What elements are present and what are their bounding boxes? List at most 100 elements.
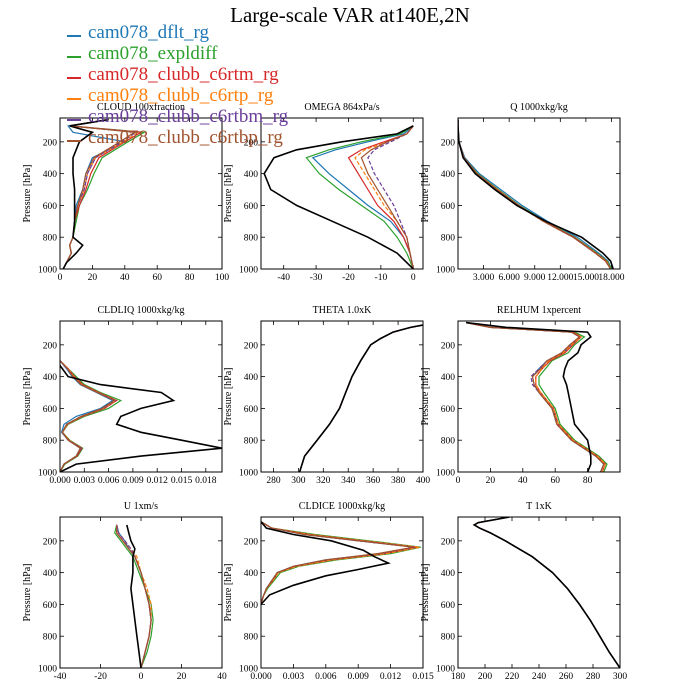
legend-swatch <box>67 35 81 37</box>
plot-frame <box>59 117 223 270</box>
y-tick-label: 400 <box>441 373 456 383</box>
series-line <box>261 521 391 605</box>
y-tick-label: 200 <box>244 537 259 547</box>
legend-label: cam078_clubb_c6rtbp_rg <box>88 127 283 148</box>
y-tick-label: 600 <box>43 601 58 611</box>
y-tick-label: 800 <box>244 437 259 447</box>
y-tick-label: 400 <box>244 373 259 383</box>
series-line <box>261 521 418 605</box>
x-tick-label: 60 <box>550 476 560 486</box>
x-tick-label: 260 <box>559 672 574 682</box>
panel-title: CLOUD 100xfraction <box>97 102 185 113</box>
series-line <box>465 322 605 472</box>
x-tick-label: 0 <box>456 476 461 486</box>
y-tick-label: 200 <box>441 138 456 148</box>
series-line <box>62 118 109 269</box>
x-tick-label: 0 <box>139 672 144 682</box>
x-tick-label: 20 <box>177 672 187 682</box>
series-line <box>261 521 421 605</box>
series-line <box>298 324 423 472</box>
x-tick-label: 0.015 <box>171 476 193 486</box>
panel-title: CLDICE 1000xkg/kg <box>299 501 385 512</box>
series-line <box>466 321 592 472</box>
series-line <box>472 517 620 668</box>
x-tick-label: 240 <box>532 672 547 682</box>
y-tick-label: 800 <box>43 437 58 447</box>
panel-title: U 1xm/s <box>124 501 158 512</box>
y-tick-label: 1000 <box>436 665 455 675</box>
series-line <box>261 521 414 605</box>
series-line <box>126 524 142 668</box>
x-tick-label: 0.012 <box>147 476 169 486</box>
y-tick-label: 600 <box>441 601 456 611</box>
y-tick-label: 400 <box>244 170 259 180</box>
x-tick-label: 0.000 <box>49 476 71 486</box>
y-tick-label: 1000 <box>38 469 57 479</box>
x-tick-label: 280 <box>586 672 601 682</box>
x-tick-label: 80 <box>185 273 195 283</box>
series-line <box>263 125 414 269</box>
y-tick-label: 600 <box>43 405 58 415</box>
y-tick-label: 1000 <box>239 665 258 675</box>
series-line <box>472 517 620 668</box>
x-tick-label: -40 <box>54 672 67 682</box>
x-tick-label: -20 <box>342 273 355 283</box>
x-tick-label: 180 <box>451 672 466 682</box>
series-line <box>465 322 605 472</box>
series-line <box>299 324 423 472</box>
y-tick-label: 800 <box>244 234 259 244</box>
x-tick-label: 0.003 <box>74 476 96 486</box>
series-line <box>299 324 423 472</box>
series-line <box>299 324 423 472</box>
series-line <box>62 119 137 269</box>
x-tick-label: 0.018 <box>195 476 217 486</box>
x-tick-label: 300 <box>613 672 628 682</box>
legend-label: cam078_clubb_c6rtbm_rg <box>88 106 289 127</box>
x-tick-label: 3.000 <box>473 273 495 283</box>
x-tick-label: 400 <box>416 476 431 486</box>
series-line <box>458 119 614 269</box>
x-tick-label: 0 <box>411 273 416 283</box>
series-line <box>305 125 414 269</box>
x-tick-label: 20 <box>88 273 98 283</box>
x-tick-label: 0.006 <box>315 672 337 682</box>
legend-swatch <box>67 140 81 142</box>
x-tick-label: 100 <box>215 273 230 283</box>
y-tick-label: 1000 <box>38 266 57 276</box>
x-tick-label: 0.009 <box>348 672 370 682</box>
x-tick-label: 40 <box>518 476 528 486</box>
plot-frame <box>260 117 424 270</box>
x-tick-label: 0 <box>58 273 63 283</box>
legend-swatch <box>67 56 81 58</box>
y-axis-label: Pressure [hPa] <box>22 164 33 222</box>
x-tick-label: 0.015 <box>412 672 434 682</box>
y-tick-label: 200 <box>244 341 259 351</box>
x-tick-label: 200 <box>478 672 493 682</box>
legend-label: cam078_expldiff <box>88 43 218 64</box>
x-tick-label: 360 <box>366 476 381 486</box>
y-tick-label: 200 <box>43 341 58 351</box>
plot-frame <box>457 117 621 270</box>
y-axis-label: Pressure [hPa] <box>223 367 234 425</box>
x-tick-label: -10 <box>375 273 388 283</box>
series-line <box>465 322 608 472</box>
series-line <box>311 125 414 269</box>
plot-frame <box>260 320 424 473</box>
series-line <box>299 324 423 472</box>
series-line <box>261 521 415 605</box>
y-tick-label: 200 <box>43 537 58 547</box>
y-tick-label: 800 <box>43 633 58 643</box>
y-tick-label: 200 <box>43 138 58 148</box>
x-tick-label: 220 <box>505 672 520 682</box>
series-line <box>472 517 620 668</box>
series-line <box>354 125 414 269</box>
y-tick-label: 1000 <box>38 665 57 675</box>
x-tick-label: -30 <box>310 273 323 283</box>
x-tick-label: 12.000 <box>547 273 573 283</box>
series-line <box>360 125 414 269</box>
y-axis-label: Pressure [hPa] <box>420 563 431 621</box>
series-line <box>472 517 620 668</box>
x-tick-label: 40 <box>120 273 130 283</box>
series-line <box>347 125 414 269</box>
